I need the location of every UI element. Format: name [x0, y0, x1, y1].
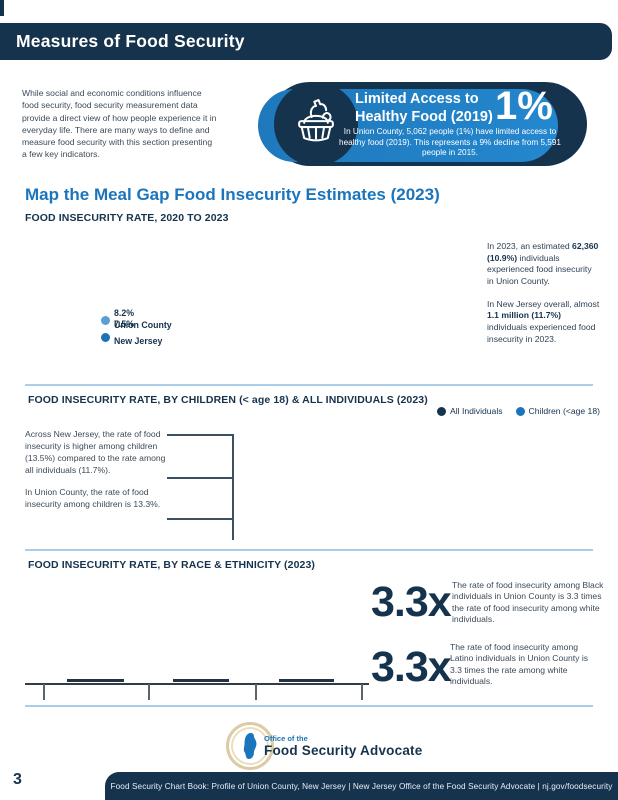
trend-note-2-text: In New Jersey overall, almost — [487, 298, 600, 309]
latino-ratio-value: 3.3x — [371, 643, 452, 691]
race-chart-axis — [25, 683, 369, 685]
latino-ratio-text: The rate of food insecurity among Latino… — [450, 642, 589, 687]
callout-stat-value: 1% — [495, 84, 553, 128]
page-title: Measures of Food Security — [16, 31, 245, 51]
race-chart-bar-base — [67, 679, 124, 682]
race-chart-tick — [361, 684, 363, 700]
logo-text: Office of the Food Security Advocate — [264, 734, 422, 758]
callout-title-line1: Limited Access to — [355, 91, 479, 107]
union-county-dot-icon — [101, 316, 110, 325]
black-ratio-text: The rate of food insecurity among Black … — [452, 580, 604, 625]
race-chart-tick — [255, 684, 257, 700]
trend-note-1-text: In 2023, an estimated — [487, 241, 573, 251]
legend-item-all-individuals: All Individuals — [437, 406, 503, 416]
callout-icon-circle — [274, 82, 358, 166]
race-chart-bar-base — [279, 679, 334, 682]
trend-side-notes: In 2023, an estimated 62,360 (10.9%) ind… — [487, 241, 600, 357]
black-ratio-value: 3.3x — [371, 578, 452, 626]
union-county-point-label: 8.2% — [114, 308, 135, 318]
picnic-basket-icon — [289, 95, 343, 154]
callout-title-line2: Healthy Food (2019) — [355, 108, 493, 125]
intro-paragraph: While social and economic conditions inf… — [22, 88, 217, 160]
children-label: Children (<age 18) — [528, 406, 600, 416]
page-number: 3 — [13, 771, 22, 788]
all-individuals-label: All Individuals — [450, 406, 503, 416]
union-county-legend-label: Union County — [114, 320, 172, 330]
children-chart-gridline — [167, 518, 233, 520]
new-jersey-legend-label: New Jersey — [114, 336, 163, 346]
race-chart-bar-base — [173, 679, 229, 682]
trend-note-2: In New Jersey overall, almost 1.1 millio… — [487, 299, 600, 346]
children-chart-gridline — [167, 434, 233, 436]
trend-note-2-rest: individuals experienced food insecurity … — [487, 322, 596, 344]
callout-description: In Union County, 5,062 people (1%) have … — [339, 127, 561, 158]
section-divider — [25, 549, 593, 551]
nj-state-seal-icon — [226, 722, 274, 770]
new-jersey-point-label: 7.5% — [114, 319, 135, 329]
legend-item-children: Children (<age 18) — [515, 406, 600, 416]
children-note-2: In Union County, the rate of food insecu… — [25, 487, 161, 510]
logo-office-of-the: Office of the — [264, 734, 308, 743]
children-chart-header: FOOD INSECURITY RATE, BY CHILDREN (< age… — [28, 394, 428, 406]
section-heading: Map the Meal Gap Food Insecurity Estimat… — [25, 185, 440, 204]
race-chart-tick — [43, 684, 45, 700]
race-chart-header: FOOD INSECURITY RATE, BY RACE & ETHNICIT… — [28, 559, 315, 571]
logo-food-security-advocate: Food Security Advocate — [264, 743, 423, 758]
callout-title: Limited Access to Healthy Food (2019) — [355, 91, 493, 126]
new-jersey-dot-icon — [101, 333, 110, 342]
footer-text: Food Security Chart Book: Profile of Uni… — [110, 781, 613, 791]
trend-note-1: In 2023, an estimated 62,360 (10.9%) ind… — [487, 241, 600, 288]
trend-chart-header: FOOD INSECURITY RATE, 2020 TO 2023 — [25, 212, 229, 224]
page-bleed-mark — [0, 0, 4, 16]
children-note-1: Across New Jersey, the rate of food inse… — [25, 429, 166, 475]
food-security-advocate-logo: Office of the Food Security Advocate — [226, 722, 422, 770]
trend-note-1-rest: individuals experienced food insecurity … — [487, 252, 592, 287]
page-header-bar: Measures of Food Security — [0, 23, 612, 60]
children-chart-legend: All Individuals Children (<age 18) — [437, 406, 600, 416]
children-chart-axis — [232, 434, 234, 540]
trend-note-2-value: 1.1 million (11.7%) — [487, 310, 562, 321]
children-dot-icon — [515, 406, 525, 416]
race-chart-tick — [148, 684, 150, 700]
limited-access-callout: Limited Access to Healthy Food (2019) 1%… — [255, 80, 589, 168]
footer-bar: Food Security Chart Book: Profile of Uni… — [105, 772, 618, 800]
all-individuals-dot-icon — [437, 406, 446, 416]
trend-chart-legend: 8.2% Union County 7.5% New Jersey — [101, 308, 191, 354]
children-chart-gridline — [167, 477, 233, 479]
children-side-notes: Across New Jersey, the rate of food inse… — [25, 429, 175, 522]
section-divider — [25, 384, 593, 386]
section-divider — [25, 705, 593, 707]
trend-note-1-value: 62,360 (10.9%) — [487, 241, 599, 263]
